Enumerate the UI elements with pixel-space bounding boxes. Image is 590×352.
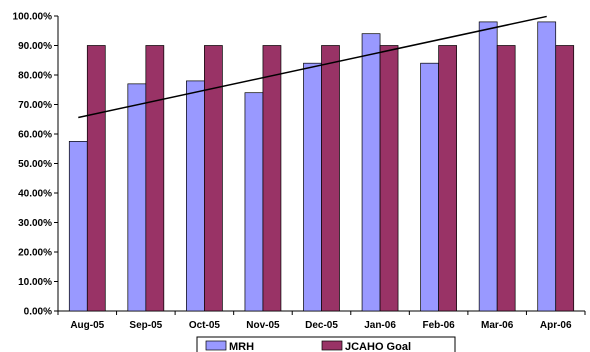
x-tick-labels: Aug-05 Sep-05 Oct-05 Nov-05 Dec-05 Jan-06 Feb-… (57, 311, 586, 331)
y-tick-label: 20.00% (18, 248, 52, 259)
bar-mrh (420, 62, 439, 312)
bar-mrh (68, 141, 88, 312)
y-tick-label: 10.00% (18, 277, 52, 288)
legend-label-jcaho-goal: JCAHO Goal (345, 341, 411, 352)
x-tick-label: Apr-06 (540, 320, 572, 331)
bar-mrh (361, 33, 381, 312)
x-tick-label: Feb-06 (422, 320, 455, 331)
legend-swatch-jcaho-goal (321, 340, 343, 351)
y-tick-label: 60.00% (18, 130, 52, 141)
x-tick-label: Dec-05 (305, 320, 338, 331)
bar-mrh (478, 21, 498, 312)
legend: MRH JCAHO Goal (196, 336, 456, 352)
y-axis: 0.00% 10.00% 20.00% 30.00% 40.00% 50.00% 60.00… (13, 12, 59, 318)
bar-jcaho-goal (204, 45, 223, 312)
bar-jcaho-goal (379, 45, 399, 312)
x-tick-label: Nov-05 (246, 320, 280, 331)
x-axis: Aug-05 Sep-05 Oct-05 Nov-05 Dec-05 Jan-06 Feb-… (57, 310, 586, 331)
x-tick-label: Mar-06 (481, 320, 514, 331)
bar-jcaho-goal (496, 45, 516, 312)
x-tick-label: Aug-05 (70, 320, 104, 331)
y-tick-label: 30.00% (18, 218, 52, 229)
bar-jcaho-goal (86, 45, 106, 312)
bar-jcaho-goal (145, 45, 165, 312)
bar-mrh (303, 62, 322, 312)
y-tick-label: 40.00% (18, 189, 52, 200)
bar-jcaho-goal (555, 45, 575, 312)
bar-mrh (186, 80, 205, 312)
legend-swatch-mrh (205, 340, 227, 351)
bar-jcaho-goal (262, 45, 282, 312)
y-tick-label: 80.00% (18, 71, 52, 82)
y-tick-label: 90.00% (18, 41, 52, 52)
bar-jcaho-goal (438, 45, 457, 312)
bar-jcaho-goal (321, 45, 340, 312)
x-tick-label: Sep-05 (129, 320, 162, 331)
y-tick-label: 70.00% (18, 100, 52, 111)
y-tick-labels: 0.00% 10.00% 20.00% 30.00% 40.00% 50.00% 60.00… (13, 12, 58, 318)
bar-series (68, 21, 575, 312)
x-tick-label: Jan-06 (364, 320, 396, 331)
y-tick-label: 100.00% (13, 12, 53, 23)
bar-mrh (127, 83, 147, 312)
x-tick-label: Oct-05 (189, 320, 221, 331)
trendline (78, 15, 547, 119)
bar-mrh (537, 21, 557, 312)
bar-mrh (244, 92, 264, 312)
y-tick-label: 50.00% (18, 159, 52, 170)
legend-label-mrh: MRH (229, 341, 254, 352)
y-tick-label: 0.00% (24, 307, 52, 318)
